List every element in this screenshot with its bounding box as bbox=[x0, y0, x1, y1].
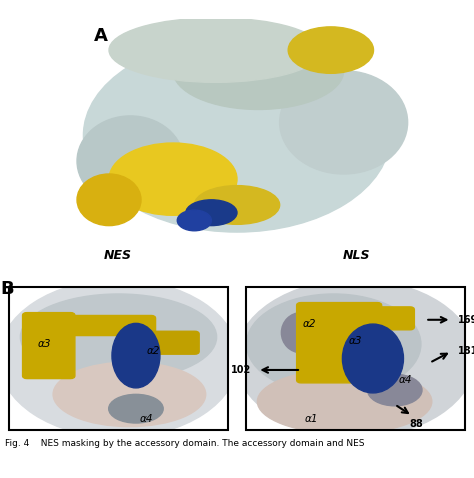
Ellipse shape bbox=[342, 324, 403, 393]
Ellipse shape bbox=[109, 143, 237, 215]
Ellipse shape bbox=[173, 32, 344, 109]
Text: α3: α3 bbox=[37, 339, 51, 349]
Text: NES: NES bbox=[103, 249, 132, 262]
Text: 88: 88 bbox=[410, 419, 423, 429]
FancyBboxPatch shape bbox=[297, 303, 382, 383]
FancyBboxPatch shape bbox=[329, 307, 414, 330]
Text: α2: α2 bbox=[146, 347, 160, 356]
Text: Fig. 4    NES masking by the accessory domain. The accessory domain and NES: Fig. 4 NES masking by the accessory doma… bbox=[5, 439, 364, 448]
Ellipse shape bbox=[77, 174, 141, 226]
Text: α3: α3 bbox=[349, 337, 362, 346]
Text: NLS: NLS bbox=[343, 249, 370, 262]
FancyBboxPatch shape bbox=[125, 331, 199, 354]
FancyBboxPatch shape bbox=[23, 313, 75, 379]
Ellipse shape bbox=[186, 200, 237, 226]
Text: A: A bbox=[93, 27, 108, 45]
Ellipse shape bbox=[282, 313, 320, 353]
Ellipse shape bbox=[20, 294, 217, 380]
Text: 102: 102 bbox=[230, 365, 251, 375]
FancyBboxPatch shape bbox=[60, 315, 155, 336]
Ellipse shape bbox=[112, 323, 160, 388]
Ellipse shape bbox=[280, 71, 408, 174]
Ellipse shape bbox=[194, 185, 280, 224]
Ellipse shape bbox=[367, 374, 422, 406]
Ellipse shape bbox=[177, 210, 211, 231]
Ellipse shape bbox=[109, 18, 322, 82]
Ellipse shape bbox=[246, 294, 421, 394]
Text: B: B bbox=[1, 280, 14, 298]
Text: α2: α2 bbox=[303, 319, 317, 329]
Ellipse shape bbox=[83, 39, 391, 232]
Text: α4: α4 bbox=[399, 375, 412, 385]
Text: α1: α1 bbox=[305, 414, 319, 424]
Text: α4: α4 bbox=[140, 414, 154, 424]
Ellipse shape bbox=[288, 27, 374, 73]
Ellipse shape bbox=[77, 116, 184, 206]
Ellipse shape bbox=[0, 280, 238, 437]
Ellipse shape bbox=[53, 362, 206, 426]
Ellipse shape bbox=[109, 394, 163, 423]
Text: 181: 181 bbox=[458, 347, 474, 356]
Ellipse shape bbox=[236, 280, 474, 437]
Text: 169: 169 bbox=[458, 315, 474, 325]
Ellipse shape bbox=[257, 369, 432, 434]
